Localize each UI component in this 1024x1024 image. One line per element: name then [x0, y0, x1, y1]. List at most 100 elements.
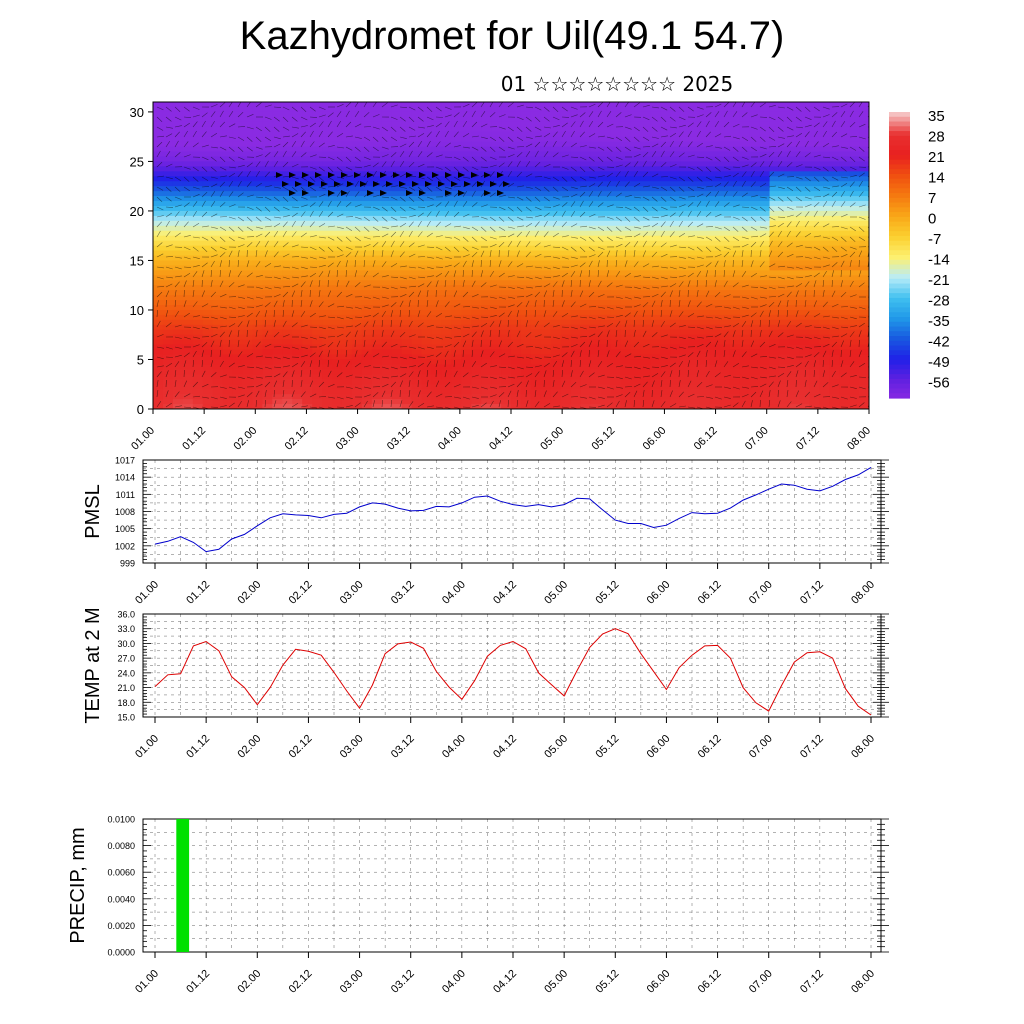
temperature-cell: [819, 384, 830, 390]
temperature-cell: [540, 339, 552, 346]
temperature-cell: [600, 285, 612, 291]
temperature-cell: [202, 141, 214, 148]
temperature-cell: [839, 389, 850, 395]
temperature-cell: [242, 131, 254, 138]
temperature-cell: [182, 131, 194, 138]
temperature-cell: [580, 339, 592, 346]
temperature-cell: [540, 364, 552, 370]
wind-barb: [354, 111, 360, 118]
temperature-cell: [729, 344, 741, 351]
temperature-cell: [829, 384, 840, 390]
temperature-cell: [719, 319, 731, 326]
temperature-cell: [411, 280, 423, 286]
temperature-cell: [491, 275, 502, 281]
temperature-cell: [699, 141, 711, 148]
temperature-cell: [540, 329, 552, 336]
temperature-cell: [381, 106, 393, 113]
temperature-cell: [222, 275, 234, 281]
wind-barb: [444, 166, 451, 172]
temperature-cell: [739, 106, 751, 113]
temperature-cell: [759, 220, 771, 227]
temperature-cell: [511, 314, 522, 321]
temperature-cell: [709, 364, 721, 370]
temperature-cell: [729, 121, 741, 128]
temperature-cell: [371, 126, 383, 133]
temperature-cell: [630, 404, 641, 409]
temperature-cell: [341, 389, 353, 395]
wind-barb: [291, 140, 297, 148]
temperature-cell: [680, 374, 691, 380]
temperature-cell: [610, 156, 621, 163]
temperature-cell: [540, 275, 552, 281]
temperature-cell: [560, 404, 572, 409]
temperature-cell: [162, 131, 174, 138]
temperature-cell: [381, 186, 393, 192]
temperature-cell: [600, 220, 612, 227]
temperature-cell: [709, 146, 721, 153]
temperature-cell: [411, 314, 423, 321]
temperature-cell: [222, 146, 234, 153]
temperature-cell: [401, 334, 413, 341]
temperature-cell: [540, 141, 552, 148]
temperature-cell: [461, 102, 472, 108]
temperature-cell: [680, 111, 691, 118]
temperature-cell: [511, 235, 522, 242]
temperature-cell: [809, 389, 820, 395]
temperature-cell: [481, 389, 492, 395]
temperature-cell: [302, 121, 313, 128]
temperature-cell: [461, 389, 472, 395]
temperature-cell: [451, 106, 462, 113]
temperature-cell: [322, 359, 333, 366]
temperature-cell: [501, 201, 512, 207]
temperature-cell: [302, 215, 313, 222]
wind-barb: [453, 120, 458, 128]
temperature-cell: [252, 220, 263, 227]
wind-barb: [804, 140, 809, 148]
temperature-cell: [401, 126, 413, 133]
temperature-cell: [302, 186, 313, 192]
temperature-cell: [153, 399, 164, 405]
temperature-cell: [172, 364, 184, 370]
temperature-cell: [451, 191, 462, 197]
temperature-cell: [292, 329, 303, 336]
wind-barb: [291, 116, 298, 122]
temperature-cell: [699, 359, 711, 366]
temperature-cell: [302, 106, 313, 113]
temperature-cell: [162, 106, 174, 113]
temperature-cell: [292, 205, 303, 212]
temperature-cell: [511, 151, 522, 158]
temperature-cell: [341, 196, 353, 202]
temperature-cell: [540, 319, 552, 326]
wind-barb: [210, 132, 218, 138]
wind-barb: [237, 102, 242, 108]
temperature-cell: [709, 111, 721, 118]
temperature-cell: [789, 265, 800, 271]
temperature-cell: [749, 309, 761, 316]
temperature-cell: [153, 176, 164, 182]
temperature-cell: [650, 270, 661, 276]
wind-barb: [606, 111, 612, 118]
temperature-cell: [530, 324, 542, 331]
temperature-cell: [680, 295, 691, 301]
temperature-cell: [322, 106, 333, 113]
temperature-cell: [461, 374, 472, 380]
temperature-cell: [162, 379, 174, 385]
temperature-cell: [540, 369, 552, 375]
temperature-cell: [391, 181, 403, 187]
temperature-cell: [461, 255, 472, 262]
wind-barb: [660, 135, 668, 138]
temperature-cell: [381, 235, 393, 242]
temperature-cell: [670, 102, 681, 108]
temperature-cell: [719, 230, 731, 237]
temperature-cell: [680, 225, 691, 232]
temperature-cell: [381, 275, 393, 281]
temperature-cell: [322, 295, 333, 301]
temperature-cell: [620, 156, 631, 163]
temperature-cell: [829, 275, 840, 281]
temperature-cell: [600, 196, 612, 202]
temperature-cell: [660, 290, 671, 296]
temperature-cell: [859, 339, 869, 346]
temperature-cell: [421, 255, 433, 262]
temperature-cell: [351, 324, 363, 331]
temperature-cell: [749, 334, 761, 341]
